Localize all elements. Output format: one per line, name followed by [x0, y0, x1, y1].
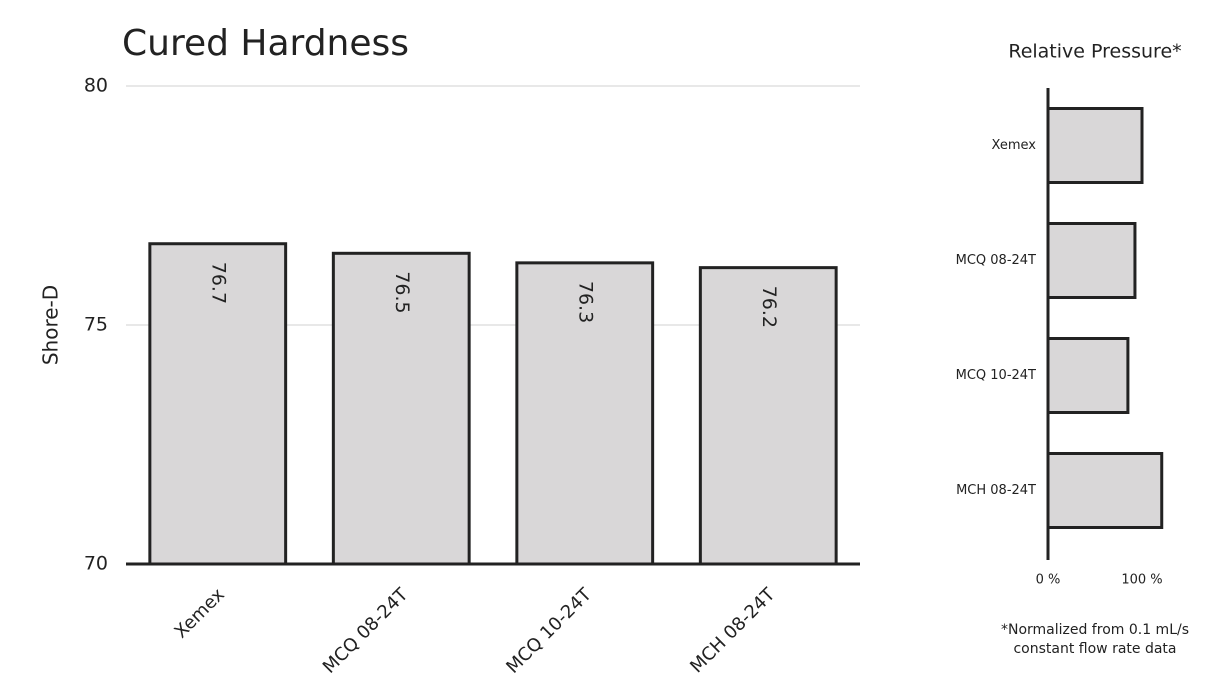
x-tick-label: MCQ 10-24T: [502, 584, 596, 678]
value-label: 76.3: [574, 281, 596, 323]
y-tick-label: 75: [84, 314, 108, 336]
bar: [1046, 337, 1130, 414]
bar: [515, 261, 655, 566]
chart-title: Relative Pressure*: [1008, 41, 1181, 63]
y-tick-label: MCQ 08-24T: [956, 253, 1036, 268]
value-label: 76.5: [391, 271, 413, 313]
x-tick-label: 0 %: [1036, 573, 1061, 588]
x-tick-label: 100 %: [1121, 573, 1162, 588]
bar: [1046, 222, 1137, 299]
x-tick-label: MCQ 08-24T: [319, 584, 413, 678]
y-tick-label: 80: [84, 75, 108, 97]
bar: [1046, 452, 1164, 529]
x-tick-label: Xemex: [170, 584, 229, 643]
annotation: constant flow rate data: [1013, 641, 1176, 657]
x-tick-label: MCH 08-24T: [686, 584, 780, 678]
value-label: 76.2: [758, 286, 780, 328]
y-axis-label: Shore-D: [39, 285, 63, 365]
value-label: 76.7: [207, 262, 229, 304]
y-tick-label: MCH 08-24T: [956, 483, 1036, 498]
y-tick-label: 70: [84, 553, 108, 575]
y-tick-label: Xemex: [992, 138, 1037, 153]
annotation: *Normalized from 0.1 mL/s: [1001, 622, 1189, 638]
bar: [148, 242, 288, 566]
bar: [1046, 107, 1144, 184]
bar: [331, 251, 471, 566]
chart-title: Cured Hardness: [122, 23, 409, 64]
y-tick-label: MCQ 10-24T: [956, 368, 1036, 383]
